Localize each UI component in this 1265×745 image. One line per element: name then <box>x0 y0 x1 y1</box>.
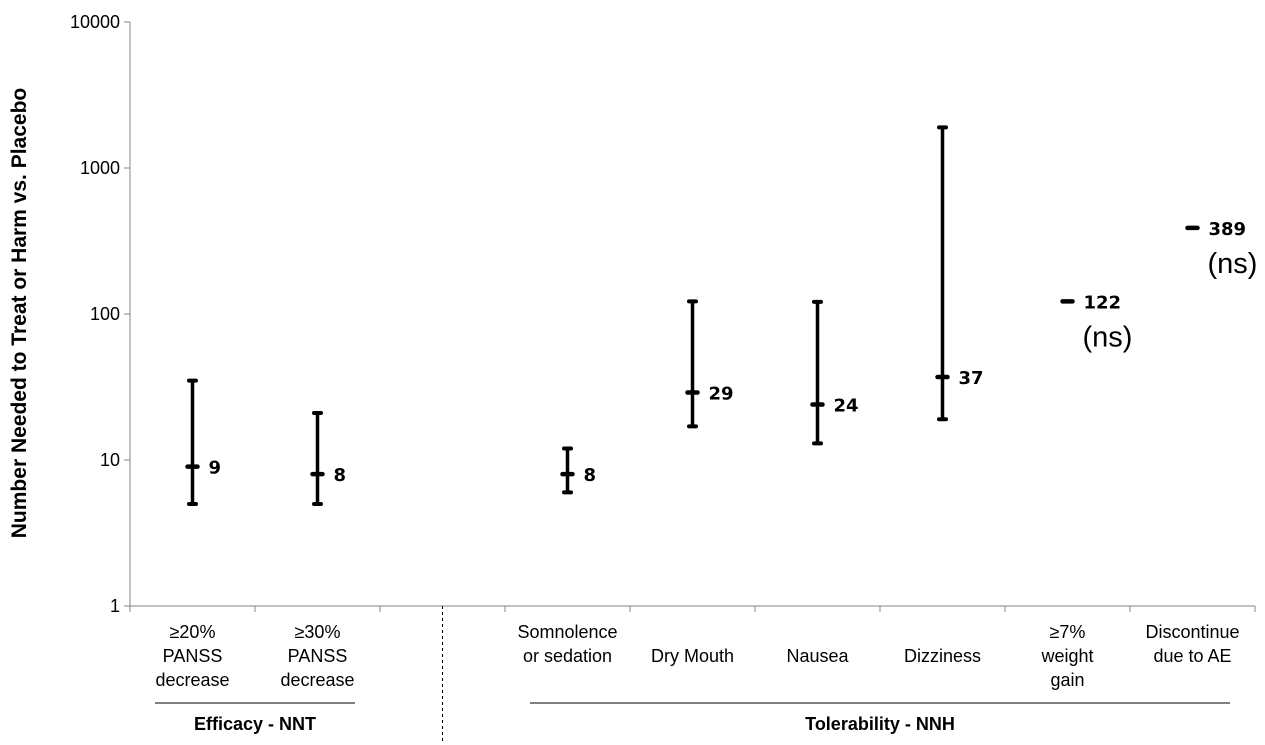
category-label: Nausea <box>786 646 849 666</box>
y-tick-label: 100 <box>90 304 120 324</box>
data-label: 37 <box>959 368 984 389</box>
category-label: Dry Mouth <box>651 646 734 666</box>
data-label: 9 <box>209 458 222 479</box>
axes <box>124 21 1256 742</box>
data-label: 8 <box>334 465 347 486</box>
group-label: Tolerability - NNH <box>805 714 955 734</box>
category-label: ≥7% weight gain <box>1040 622 1093 690</box>
y-tick-labels: 1 10 100 1000 10000 <box>70 12 120 616</box>
group-label: Efficacy - NNT <box>194 714 316 734</box>
data-label: 122 <box>1084 292 1122 313</box>
data-label: 389 <box>1209 219 1247 240</box>
data-label: 24 <box>834 395 859 416</box>
data-label: 8 <box>584 465 597 486</box>
category-label: ≥30% PANSS decrease <box>280 622 354 690</box>
y-tick-label: 10 <box>100 450 120 470</box>
y-tick-label: 1 <box>110 596 120 616</box>
data-label: 29 <box>709 383 734 404</box>
y-tick-label: 10000 <box>70 12 120 32</box>
y-axis-label: Number Needed to Treat or Harm vs. Place… <box>8 88 31 538</box>
category-label: Somnolence or sedation <box>517 622 617 666</box>
category-labels: ≥20% PANSS decrease ≥30% PANSS decrease Somnol… <box>155 622 1239 690</box>
category-label: ≥20% PANSS decrease <box>155 622 229 690</box>
ns-note: (ns) <box>1208 248 1258 280</box>
data-marks: 9 8 8 29 24 37 122 (ns) 389 (ns) <box>185 125 1258 506</box>
y-tick-label: 1000 <box>80 158 120 178</box>
ns-note: (ns) <box>1083 321 1133 353</box>
group-labels: Efficacy - NNT Tolerability - NNH <box>155 702 1230 734</box>
category-label: Dizziness <box>904 646 981 666</box>
category-label: Discontinue due to AE <box>1145 622 1239 666</box>
